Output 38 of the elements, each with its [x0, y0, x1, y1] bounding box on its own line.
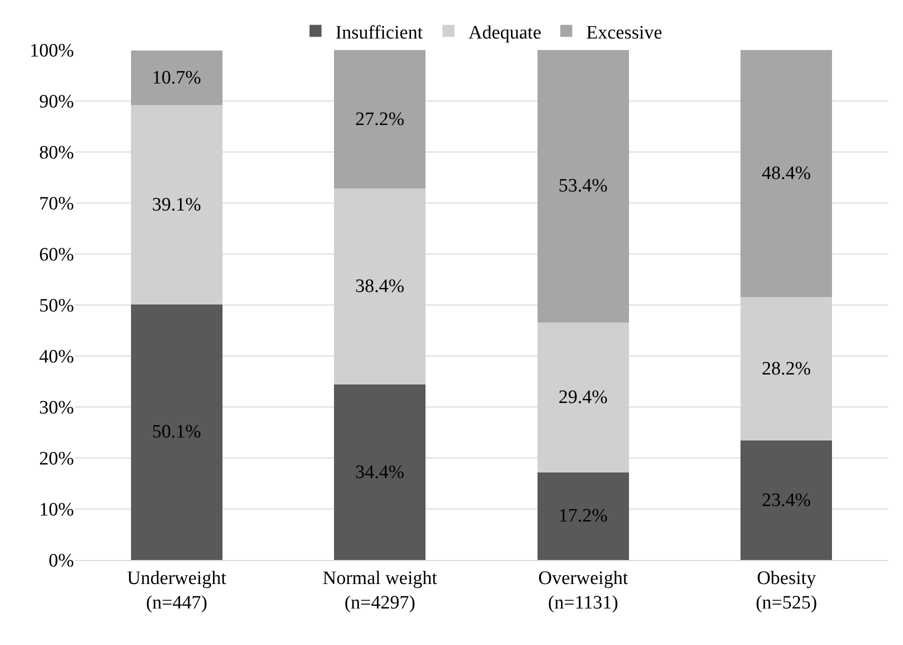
x-tick-label: Normal weight (n=4297) — [322, 568, 438, 614]
y-tick-label: 70% — [39, 194, 74, 215]
data-label: 48.4% — [762, 162, 811, 184]
x-tick-label: Underweight (n=447) — [127, 568, 227, 614]
data-label: 50.1% — [152, 422, 202, 443]
y-tick-label: 60% — [39, 244, 74, 266]
bar — [130, 50, 222, 106]
bar — [740, 440, 832, 560]
y-tick-label: 30% — [39, 398, 74, 419]
data-label: 17.2% — [558, 506, 608, 527]
y-tick-label: 10% — [39, 500, 74, 521]
legend-label: Excessive — [586, 22, 662, 44]
data-label: 28.2% — [762, 358, 811, 380]
x-tick-label: Obesity (n=525) — [756, 568, 818, 614]
y-tick-label: 20% — [39, 448, 74, 470]
bar — [537, 50, 629, 322]
y-tick-label: 90% — [39, 92, 74, 113]
bar — [334, 50, 426, 189]
data-label: 34.4% — [355, 462, 404, 483]
data-label: 23.4% — [762, 490, 811, 511]
y-tick-label: 40% — [39, 346, 74, 368]
y-tick-label: 50% — [39, 296, 74, 317]
y-tick-label: 100% — [30, 40, 74, 62]
x-tick-label: Overweight (n=1131) — [538, 568, 629, 614]
bar — [537, 472, 629, 560]
legend-label: Adequate — [468, 22, 542, 44]
data-label: 39.1% — [152, 194, 202, 216]
data-label: 29.4% — [558, 386, 608, 408]
y-tick-label: 80% — [39, 142, 74, 164]
data-label: 10.7% — [152, 67, 202, 88]
data-label: 38.4% — [355, 276, 404, 298]
data-label: 27.2% — [355, 108, 404, 130]
bar — [334, 384, 426, 560]
y-tick-label: 0% — [48, 550, 74, 572]
bar — [740, 50, 832, 297]
legend-label: Insufficient — [336, 22, 424, 44]
bar — [130, 304, 222, 560]
data-label: 53.4% — [558, 176, 608, 197]
